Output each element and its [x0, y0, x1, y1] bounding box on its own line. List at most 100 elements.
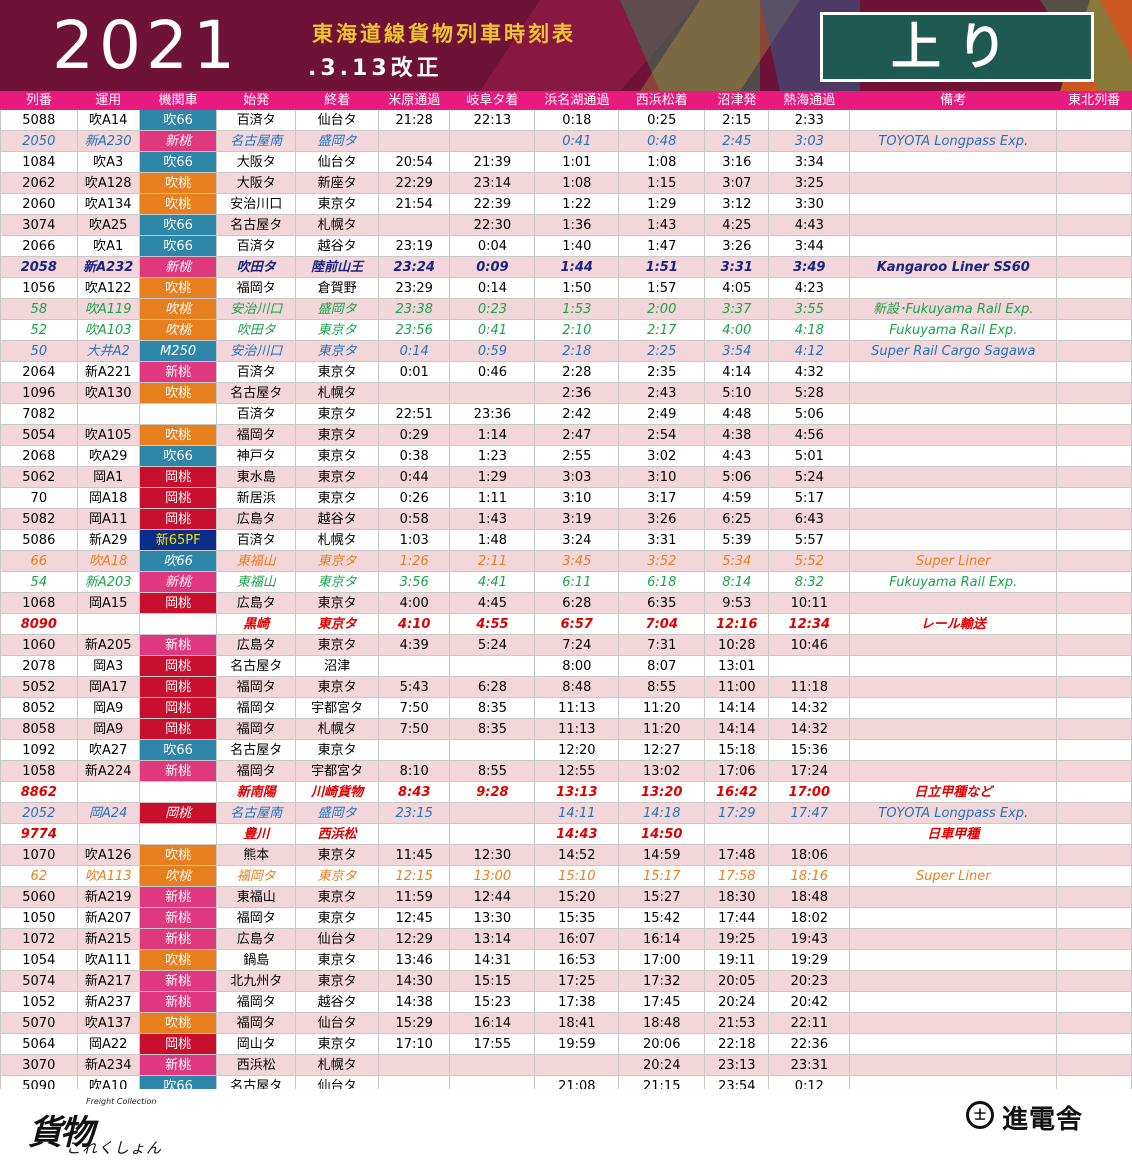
table-row: 3070 新A234 新桃 西浜松 札幌タ 20:24 23:13 23:31 [0, 1054, 1132, 1076]
destination: 陸前山王 [295, 256, 379, 278]
destination: 西浜松 [295, 823, 379, 845]
origin: 百済タ [216, 403, 297, 425]
destination: 札幌タ [295, 529, 379, 551]
train-number: 1056 [0, 277, 78, 299]
gifu-time [449, 130, 536, 152]
train-number: 62 [0, 865, 78, 887]
atami-time: 3:49 [768, 256, 851, 278]
remarks [849, 445, 1058, 467]
table-row: 1054 吹A111 吹桃 鍋島 東京タ 13:46 14:31 16:53 17:00 19:1… [0, 949, 1132, 971]
column-header: 東北列番 [1056, 91, 1132, 110]
operation-code: 吹A103 [76, 319, 140, 341]
remarks: Fukuyama Rail Exp. [849, 571, 1058, 593]
remarks [849, 886, 1058, 908]
remarks: Super Liner [849, 550, 1058, 572]
operation-code: 吹A122 [76, 277, 140, 299]
column-header: 機関車 [138, 91, 218, 110]
table-row: 1050 新A207 新桃 福岡タ 東京タ 12:45 13:30 15:35 15:42 17:… [0, 907, 1132, 929]
remarks [849, 508, 1058, 530]
maibara-time [377, 739, 451, 761]
maibara-time: 20:54 [377, 151, 451, 173]
atami-time [768, 655, 851, 677]
maibara-time: 21:28 [377, 109, 451, 131]
operation-code: 吹A105 [76, 424, 140, 446]
gifu-time [449, 655, 536, 677]
train-number: 2064 [0, 361, 78, 383]
train-number: 1060 [0, 634, 78, 656]
hamanako-time: 17:25 [534, 970, 620, 992]
operation-code: 吹A3 [76, 151, 140, 173]
nishihamamatsu-time: 17:00 [618, 949, 706, 971]
column-header: 運用 [76, 91, 140, 110]
maibara-time: 12:15 [377, 865, 451, 887]
gifu-time: 22:30 [449, 214, 536, 236]
hamanako-time: 1:36 [534, 214, 620, 236]
train-number: 1068 [0, 592, 78, 614]
atami-time: 3:55 [768, 298, 851, 320]
destination: 東京タ [295, 340, 379, 362]
origin: 西浜松 [216, 1054, 297, 1076]
maibara-time [377, 655, 451, 677]
gifu-time: 1:43 [449, 508, 536, 530]
gifu-time: 15:15 [449, 970, 536, 992]
hamanako-time: 1:44 [534, 256, 620, 278]
gifu-time [449, 823, 536, 845]
remarks: Super Liner [849, 865, 1058, 887]
origin: 広島タ [216, 634, 297, 656]
origin: 福岡タ [216, 718, 297, 740]
remarks: TOYOTA Longpass Exp. [849, 130, 1058, 152]
origin: 大阪タ [216, 151, 297, 173]
locomotive: 吹桃 [138, 319, 218, 341]
numazu-time: 4:59 [704, 487, 770, 509]
numazu-time: 3:12 [704, 193, 770, 215]
operation-code [76, 613, 140, 635]
nishihamamatsu-time: 1:47 [618, 235, 706, 257]
locomotive [138, 403, 218, 425]
shindensha-logo: 士 進電舎 [966, 1097, 1116, 1137]
nishihamamatsu-time: 8:07 [618, 655, 706, 677]
operation-code: 岡A18 [76, 487, 140, 509]
hamanako-time: 17:38 [534, 991, 620, 1013]
table-row: 1096 吹A130 吹桃 名古屋タ 札幌タ 2:36 2:43 5:10 5:28 [0, 382, 1132, 404]
hamanako-time: 11:13 [534, 697, 620, 719]
table-row: 8058 岡A9 岡桃 福岡タ 札幌タ 7:50 8:35 11:13 11:20 14:14 14… [0, 718, 1132, 740]
train-number: 5060 [0, 886, 78, 908]
gifu-time: 4:55 [449, 613, 536, 635]
operation-code: 岡A22 [76, 1033, 140, 1055]
locomotive: 新65PF [138, 529, 218, 551]
nishihamamatsu-time: 17:45 [618, 991, 706, 1013]
train-number: 1052 [0, 991, 78, 1013]
locomotive: 岡桃 [138, 487, 218, 509]
tohoku-number [1056, 487, 1132, 509]
train-number: 5088 [0, 109, 78, 131]
nishihamamatsu-time: 3:52 [618, 550, 706, 572]
nishihamamatsu-time: 12:27 [618, 739, 706, 761]
tohoku-number [1056, 277, 1132, 299]
column-header: 米原通過 [377, 91, 451, 110]
origin: 岡山タ [216, 1033, 297, 1055]
destination: 東京タ [295, 361, 379, 383]
train-number: 70 [0, 487, 78, 509]
train-number: 3070 [0, 1054, 78, 1076]
operation-code: 新A217 [76, 970, 140, 992]
locomotive: 新桃 [138, 571, 218, 593]
tohoku-number [1056, 256, 1132, 278]
train-number: 1084 [0, 151, 78, 173]
nishihamamatsu-time: 20:24 [618, 1054, 706, 1076]
numazu-time: 8:14 [704, 571, 770, 593]
hamanako-time: 1:22 [534, 193, 620, 215]
numazu-time: 20:05 [704, 970, 770, 992]
gifu-time [449, 1054, 536, 1076]
remarks: Super Rail Cargo Sagawa [849, 340, 1058, 362]
numazu-time: 17:29 [704, 802, 770, 824]
locomotive: 新桃 [138, 256, 218, 278]
locomotive: 岡桃 [138, 1033, 218, 1055]
atami-time: 8:32 [768, 571, 851, 593]
operation-code: 吹A27 [76, 739, 140, 761]
nishihamamatsu-time: 14:50 [618, 823, 706, 845]
maibara-time: 0:44 [377, 466, 451, 488]
origin: 神戸タ [216, 445, 297, 467]
train-number: 2062 [0, 172, 78, 194]
hamanako-time: 3:10 [534, 487, 620, 509]
gifu-time: 23:36 [449, 403, 536, 425]
